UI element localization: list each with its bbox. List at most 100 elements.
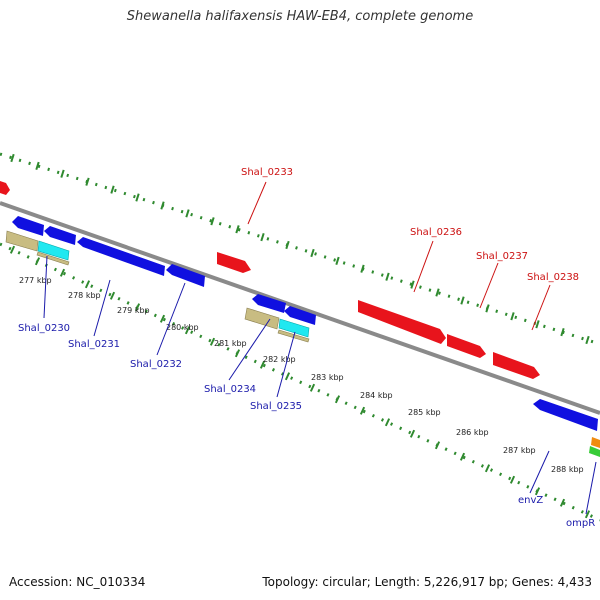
inner-ruler-tick-6 bbox=[159, 314, 166, 323]
leader-ompr bbox=[585, 461, 597, 515]
map-title: Shewanella halifaxensis HAW-EB4, complet… bbox=[126, 9, 474, 24]
outer-ruler-tick-17 bbox=[435, 288, 440, 297]
inner-ruler-tick-4 bbox=[109, 291, 116, 300]
outer-ruler-tick-7 bbox=[185, 209, 190, 218]
outer-ruler-tick-10 bbox=[260, 233, 265, 242]
leader-shal-0234 bbox=[228, 318, 271, 381]
rrna-feature-1[interactable] bbox=[5, 230, 39, 252]
trna-feature-1[interactable] bbox=[37, 240, 70, 261]
outer-ruler-tick-19 bbox=[485, 304, 490, 313]
tick-label-286: 286 kbp bbox=[456, 428, 489, 437]
leader-shal-0237 bbox=[479, 262, 499, 309]
forward-strand-features bbox=[0, 181, 540, 379]
gene-arrow-envz[interactable] bbox=[533, 399, 598, 431]
outer-ruler-tick-14 bbox=[360, 264, 365, 273]
inner-ruler-tick-11 bbox=[284, 372, 291, 381]
misc-feature-orange[interactable] bbox=[591, 437, 600, 448]
inner-ruler-tick-14 bbox=[359, 406, 366, 415]
kbp-tick-labels: 277 kbp 278 kbp 279 kbp 280 kbp 281 kbp … bbox=[19, 276, 584, 474]
outer-ruler-tick-22 bbox=[560, 328, 565, 337]
outer-ruler-tick-12 bbox=[310, 248, 315, 258]
gene-label-envz[interactable]: envZ bbox=[518, 495, 543, 506]
inner-ruler-tick-0 bbox=[9, 245, 16, 254]
outer-ruler-tick-1 bbox=[35, 161, 40, 170]
outer-ruler-tick-8 bbox=[210, 217, 215, 226]
gene-arrow-shal-0230b[interactable] bbox=[44, 226, 76, 245]
tick-label-278: 278 kbp bbox=[68, 291, 101, 300]
outer-ruler-tick-20 bbox=[510, 312, 515, 321]
gene-label-shal-0231[interactable]: Shal_0231 bbox=[68, 339, 120, 350]
gene-label-ompr[interactable]: ompR bbox=[566, 518, 595, 529]
gene-arrow-shal-0234[interactable] bbox=[252, 294, 286, 313]
gene-arrow-offscreen-forward[interactable] bbox=[0, 181, 10, 195]
leader-shal-0233 bbox=[247, 181, 267, 225]
outer-ruler-tick-3 bbox=[85, 177, 90, 186]
misc-feature-green[interactable] bbox=[589, 446, 600, 457]
gene-label-shal-0235[interactable]: Shal_0235 bbox=[250, 401, 302, 412]
outer-ruler-tick-0 bbox=[10, 153, 15, 163]
inner-ruler-tick-19 bbox=[484, 464, 491, 473]
tick-label-283: 283 kbp bbox=[311, 373, 344, 382]
genome-backbone bbox=[0, 201, 600, 415]
accession-text: Accession: NC_010334 bbox=[9, 575, 146, 589]
gene-arrow-shal-0236[interactable] bbox=[358, 300, 446, 344]
gene-arrow-shal-0235[interactable] bbox=[284, 306, 316, 325]
gene-arrow-shal-0233[interactable] bbox=[217, 252, 251, 273]
gene-label-shal-0230[interactable]: Shal_0230 bbox=[18, 323, 70, 334]
inner-ruler-tick-21 bbox=[534, 487, 541, 496]
outer-ruler-tick-15 bbox=[385, 272, 390, 281]
inner-ruler-tick-10 bbox=[259, 360, 266, 369]
outer-ruler-tick-21 bbox=[535, 320, 540, 329]
inner-ruler-tick-8 bbox=[209, 337, 216, 346]
tick-label-282: 282 kbp bbox=[263, 355, 296, 364]
tick-label-288: 288 kbp bbox=[551, 465, 584, 474]
leader-shal-0231 bbox=[93, 279, 111, 337]
trna-feature-2[interactable] bbox=[278, 318, 310, 338]
tick-label-277: 277 kbp bbox=[19, 276, 52, 285]
inner-ruler-tick-22 bbox=[559, 498, 566, 507]
inner-ruler-tick-1 bbox=[34, 257, 41, 266]
outer-ruler-tick-18 bbox=[460, 296, 465, 305]
gene-labels: Shal_0233 Shal_0236 Shal_0237 Shal_0238 … bbox=[18, 167, 595, 529]
outer-ruler-ticks bbox=[10, 153, 590, 345]
tick-label-281: 281 kbp bbox=[214, 339, 247, 348]
inner-ruler-tick-12 bbox=[309, 383, 316, 392]
inner-ruler-tick-18 bbox=[459, 452, 466, 461]
outer-ruler-tick-6 bbox=[160, 201, 165, 210]
gene-label-shal-0236[interactable]: Shal_0236 bbox=[410, 227, 462, 238]
gene-label-shal-0238[interactable]: Shal_0238 bbox=[527, 272, 579, 283]
tick-label-287: 287 kbp bbox=[503, 446, 536, 455]
tick-label-284: 284 kbp bbox=[360, 391, 393, 400]
gene-arrow-shal-0238[interactable] bbox=[493, 352, 540, 379]
leader-shal-0236 bbox=[413, 240, 434, 293]
gene-label-shal-0237[interactable]: Shal_0237 bbox=[476, 251, 528, 262]
outer-ruler-tick-4 bbox=[110, 185, 115, 194]
inner-ruler-tick-17 bbox=[434, 441, 441, 450]
rrna-feature-2[interactable] bbox=[244, 307, 280, 330]
gene-label-shal-0232[interactable]: Shal_0232 bbox=[130, 359, 182, 370]
inner-ruler-track bbox=[0, 242, 600, 522]
inner-ruler-tick-7 bbox=[184, 326, 191, 335]
inner-ruler-tick-13 bbox=[334, 395, 341, 404]
gene-label-shal-0233[interactable]: Shal_0233 bbox=[241, 167, 293, 178]
gene-label-shal-0234[interactable]: Shal_0234 bbox=[204, 384, 256, 395]
gene-arrow-shal-0232[interactable] bbox=[166, 264, 205, 287]
outer-ruler-tick-13 bbox=[335, 256, 340, 265]
leader-shal-0230 bbox=[43, 255, 48, 319]
label-leader-lines bbox=[43, 181, 597, 515]
gene-arrow-shal-0230[interactable] bbox=[12, 216, 44, 236]
inner-ruler-tick-9 bbox=[234, 349, 241, 358]
rrna-feature-1b[interactable] bbox=[36, 251, 70, 266]
gene-arrow-shal-0237[interactable] bbox=[447, 334, 486, 358]
inner-ruler-tick-5 bbox=[134, 303, 141, 312]
reverse-strand-features bbox=[12, 216, 598, 431]
leader-shal-0232 bbox=[156, 282, 186, 356]
outer-ruler-tick-2 bbox=[60, 169, 65, 178]
leader-shal-0238 bbox=[531, 284, 551, 331]
gene-arrow-shal-0231[interactable] bbox=[77, 237, 165, 276]
tick-label-279: 279 kbp bbox=[117, 306, 150, 315]
tick-label-280: 280 kbp bbox=[166, 323, 199, 332]
leader-shal-0235 bbox=[276, 331, 296, 398]
